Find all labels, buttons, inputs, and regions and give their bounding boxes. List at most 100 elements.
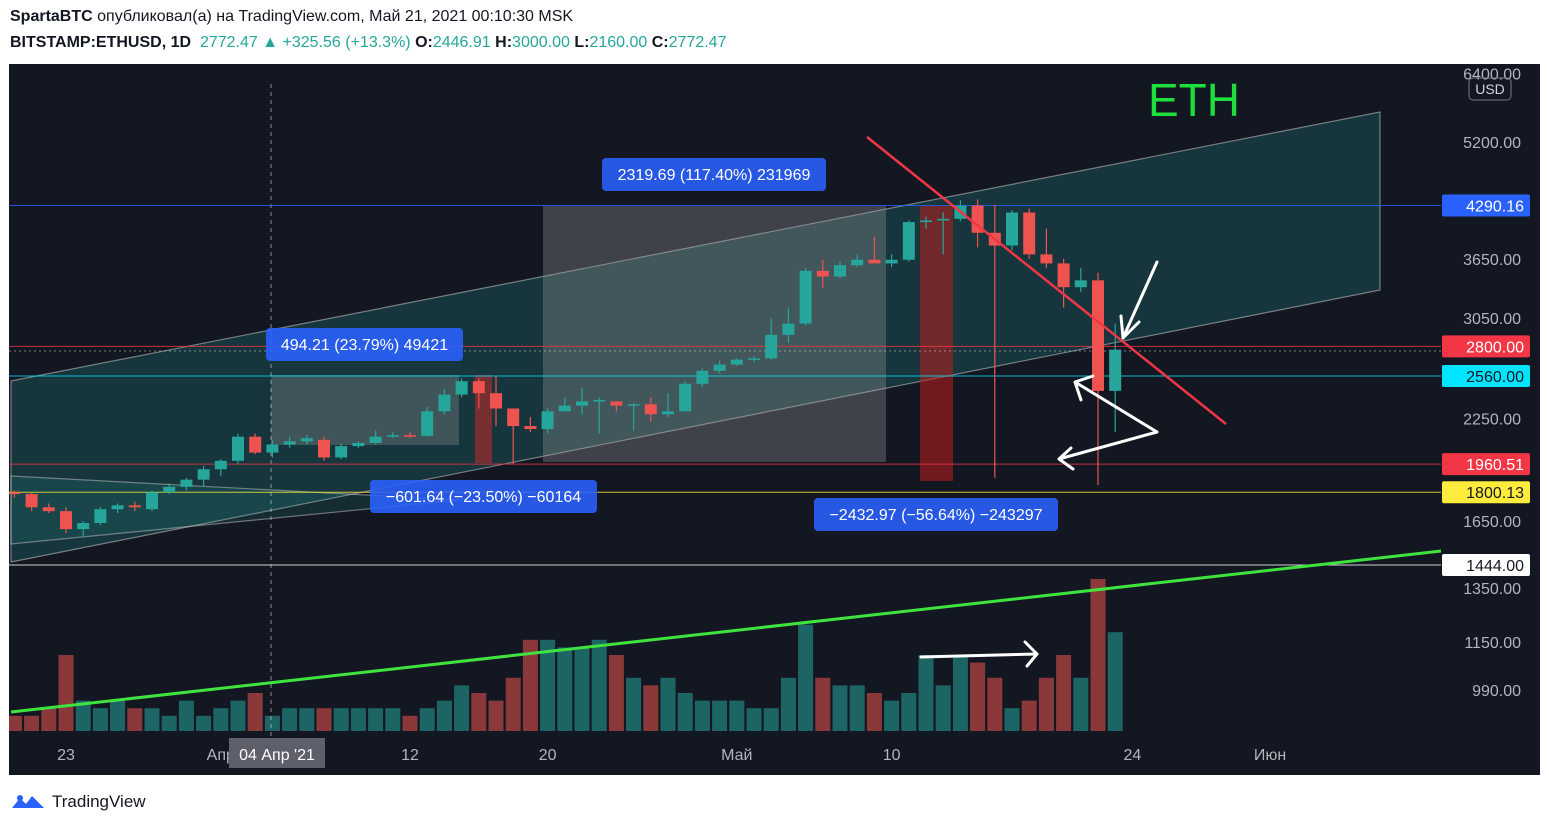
candle-body — [111, 505, 124, 510]
price-label-text: 1444.00 — [1466, 558, 1524, 575]
candle-body — [576, 401, 588, 406]
volume-bar — [161, 715, 177, 731]
volume-bar — [1090, 579, 1106, 731]
volume-bar — [144, 708, 160, 731]
lower-triangle[interactable] — [10, 475, 460, 545]
volume-bar — [350, 708, 366, 731]
candle-body — [1006, 212, 1018, 246]
candle-body — [25, 494, 38, 508]
candle-body — [490, 393, 502, 409]
footer-brand[interactable]: TradingView — [52, 792, 146, 811]
candle-body — [610, 401, 623, 406]
price-label-box — [1442, 453, 1530, 476]
volume-bar — [1073, 677, 1089, 731]
volume-bar — [471, 693, 487, 731]
price-label-box — [1442, 335, 1530, 358]
volume-bar — [849, 685, 865, 731]
open-value: 2446.91 — [432, 34, 491, 51]
candle-body — [816, 270, 829, 277]
price-label-text: 2560.00 — [1466, 369, 1524, 386]
price-label-text: 1960.51 — [1466, 457, 1524, 474]
price-label-box — [1442, 481, 1530, 504]
candle-body — [300, 438, 313, 442]
volume-bar — [247, 693, 263, 731]
volume-bar — [540, 639, 556, 731]
candle-body — [920, 220, 932, 223]
volume-axis-tick: 1150.00 — [1464, 635, 1521, 652]
range-box-large[interactable] — [543, 206, 886, 462]
volume-bar — [866, 693, 882, 731]
volume-bar — [626, 677, 642, 731]
low-value: 2160.00 — [589, 34, 648, 51]
price-label-box — [1442, 364, 1530, 387]
price-label-text: 2800.00 — [1466, 339, 1524, 356]
candle-body — [335, 446, 348, 458]
candle-body — [352, 442, 365, 447]
chart-pane[interactable]: ETH 2319.69 (117.40%) 231969 494.21 (23.7… — [0, 64, 1540, 775]
arrow-right-icon — [919, 640, 1039, 668]
chart-svg[interactable]: ETH 2319.69 (117.40%) 231969 494.21 (23.7… — [0, 64, 1540, 775]
volume-trendline[interactable] — [10, 549, 1442, 714]
candle-body — [558, 405, 571, 412]
candle-body — [627, 404, 640, 406]
volume-bar — [127, 708, 143, 731]
y-axis-tick: 3650.00 — [1463, 252, 1521, 269]
crosshair-date-badge — [229, 738, 325, 768]
volume-bar — [677, 693, 693, 731]
candle-body — [507, 408, 520, 427]
descending-trendline[interactable] — [866, 136, 1227, 425]
candle-body — [232, 436, 244, 461]
volume-bar — [436, 700, 452, 731]
volume-bar — [1056, 655, 1072, 731]
volume-bar — [798, 624, 814, 731]
low-label: L: — [574, 34, 590, 51]
measure-tooltip-text: 494.21 (23.79%) 49421 — [281, 337, 448, 354]
tradingview-logo-icon[interactable] — [10, 792, 46, 812]
candle-body — [524, 426, 537, 430]
ohlc-legend: BITSTAMP:ETHUSD, 1D 2772.47 ▲ +325.56 (+… — [10, 34, 726, 52]
currency-badge[interactable] — [1468, 77, 1512, 101]
volume-bar — [1107, 632, 1123, 731]
volume-bar — [660, 677, 676, 731]
candle-body — [782, 323, 795, 335]
candle-body — [421, 411, 434, 436]
volume-bar — [505, 677, 521, 731]
volume-bar — [643, 685, 659, 731]
drop-box-large[interactable] — [920, 206, 953, 481]
measure-tooltip — [266, 328, 463, 361]
volume-bar — [299, 708, 315, 731]
symbol-name: BITSTAMP:ETHUSD, 1D — [10, 34, 192, 51]
high-value: 3000.00 — [512, 34, 570, 51]
y-axis-tick: 6400.00 — [1463, 66, 1521, 83]
candle-body — [8, 492, 21, 495]
volume-bar — [815, 677, 831, 731]
price-change: +325.56 (+13.3%) — [282, 34, 411, 51]
candle-body — [283, 441, 296, 445]
volume-bar — [970, 662, 986, 731]
change-arrow-icon: ▲ — [262, 34, 279, 51]
candle-body — [404, 435, 416, 437]
volume-bar — [557, 647, 573, 731]
x-axis-tick: Июн — [1254, 747, 1286, 764]
candle-body — [249, 436, 262, 453]
candle-body — [386, 435, 399, 437]
y-axis-tick: 2250.00 — [1463, 412, 1521, 429]
candle-body — [455, 381, 468, 395]
candle-body — [197, 469, 210, 480]
candle-body — [60, 511, 72, 530]
volume-bar — [1021, 700, 1037, 731]
candle-body — [730, 359, 743, 365]
footer: TradingView — [10, 792, 146, 812]
x-axis-tick: 23 — [57, 747, 75, 764]
volume-bar — [178, 700, 194, 731]
candle-body — [851, 259, 864, 266]
volume-bar — [832, 685, 848, 731]
volume-bar — [694, 700, 710, 731]
candle-body — [748, 358, 760, 360]
y-axis-tick: 3050.00 — [1463, 311, 1521, 328]
volume-bar — [6, 715, 22, 731]
volume-bar — [901, 693, 917, 731]
author-name[interactable]: SpartaBTC — [10, 8, 93, 25]
candle-body — [541, 411, 554, 430]
candle-body — [94, 509, 107, 524]
